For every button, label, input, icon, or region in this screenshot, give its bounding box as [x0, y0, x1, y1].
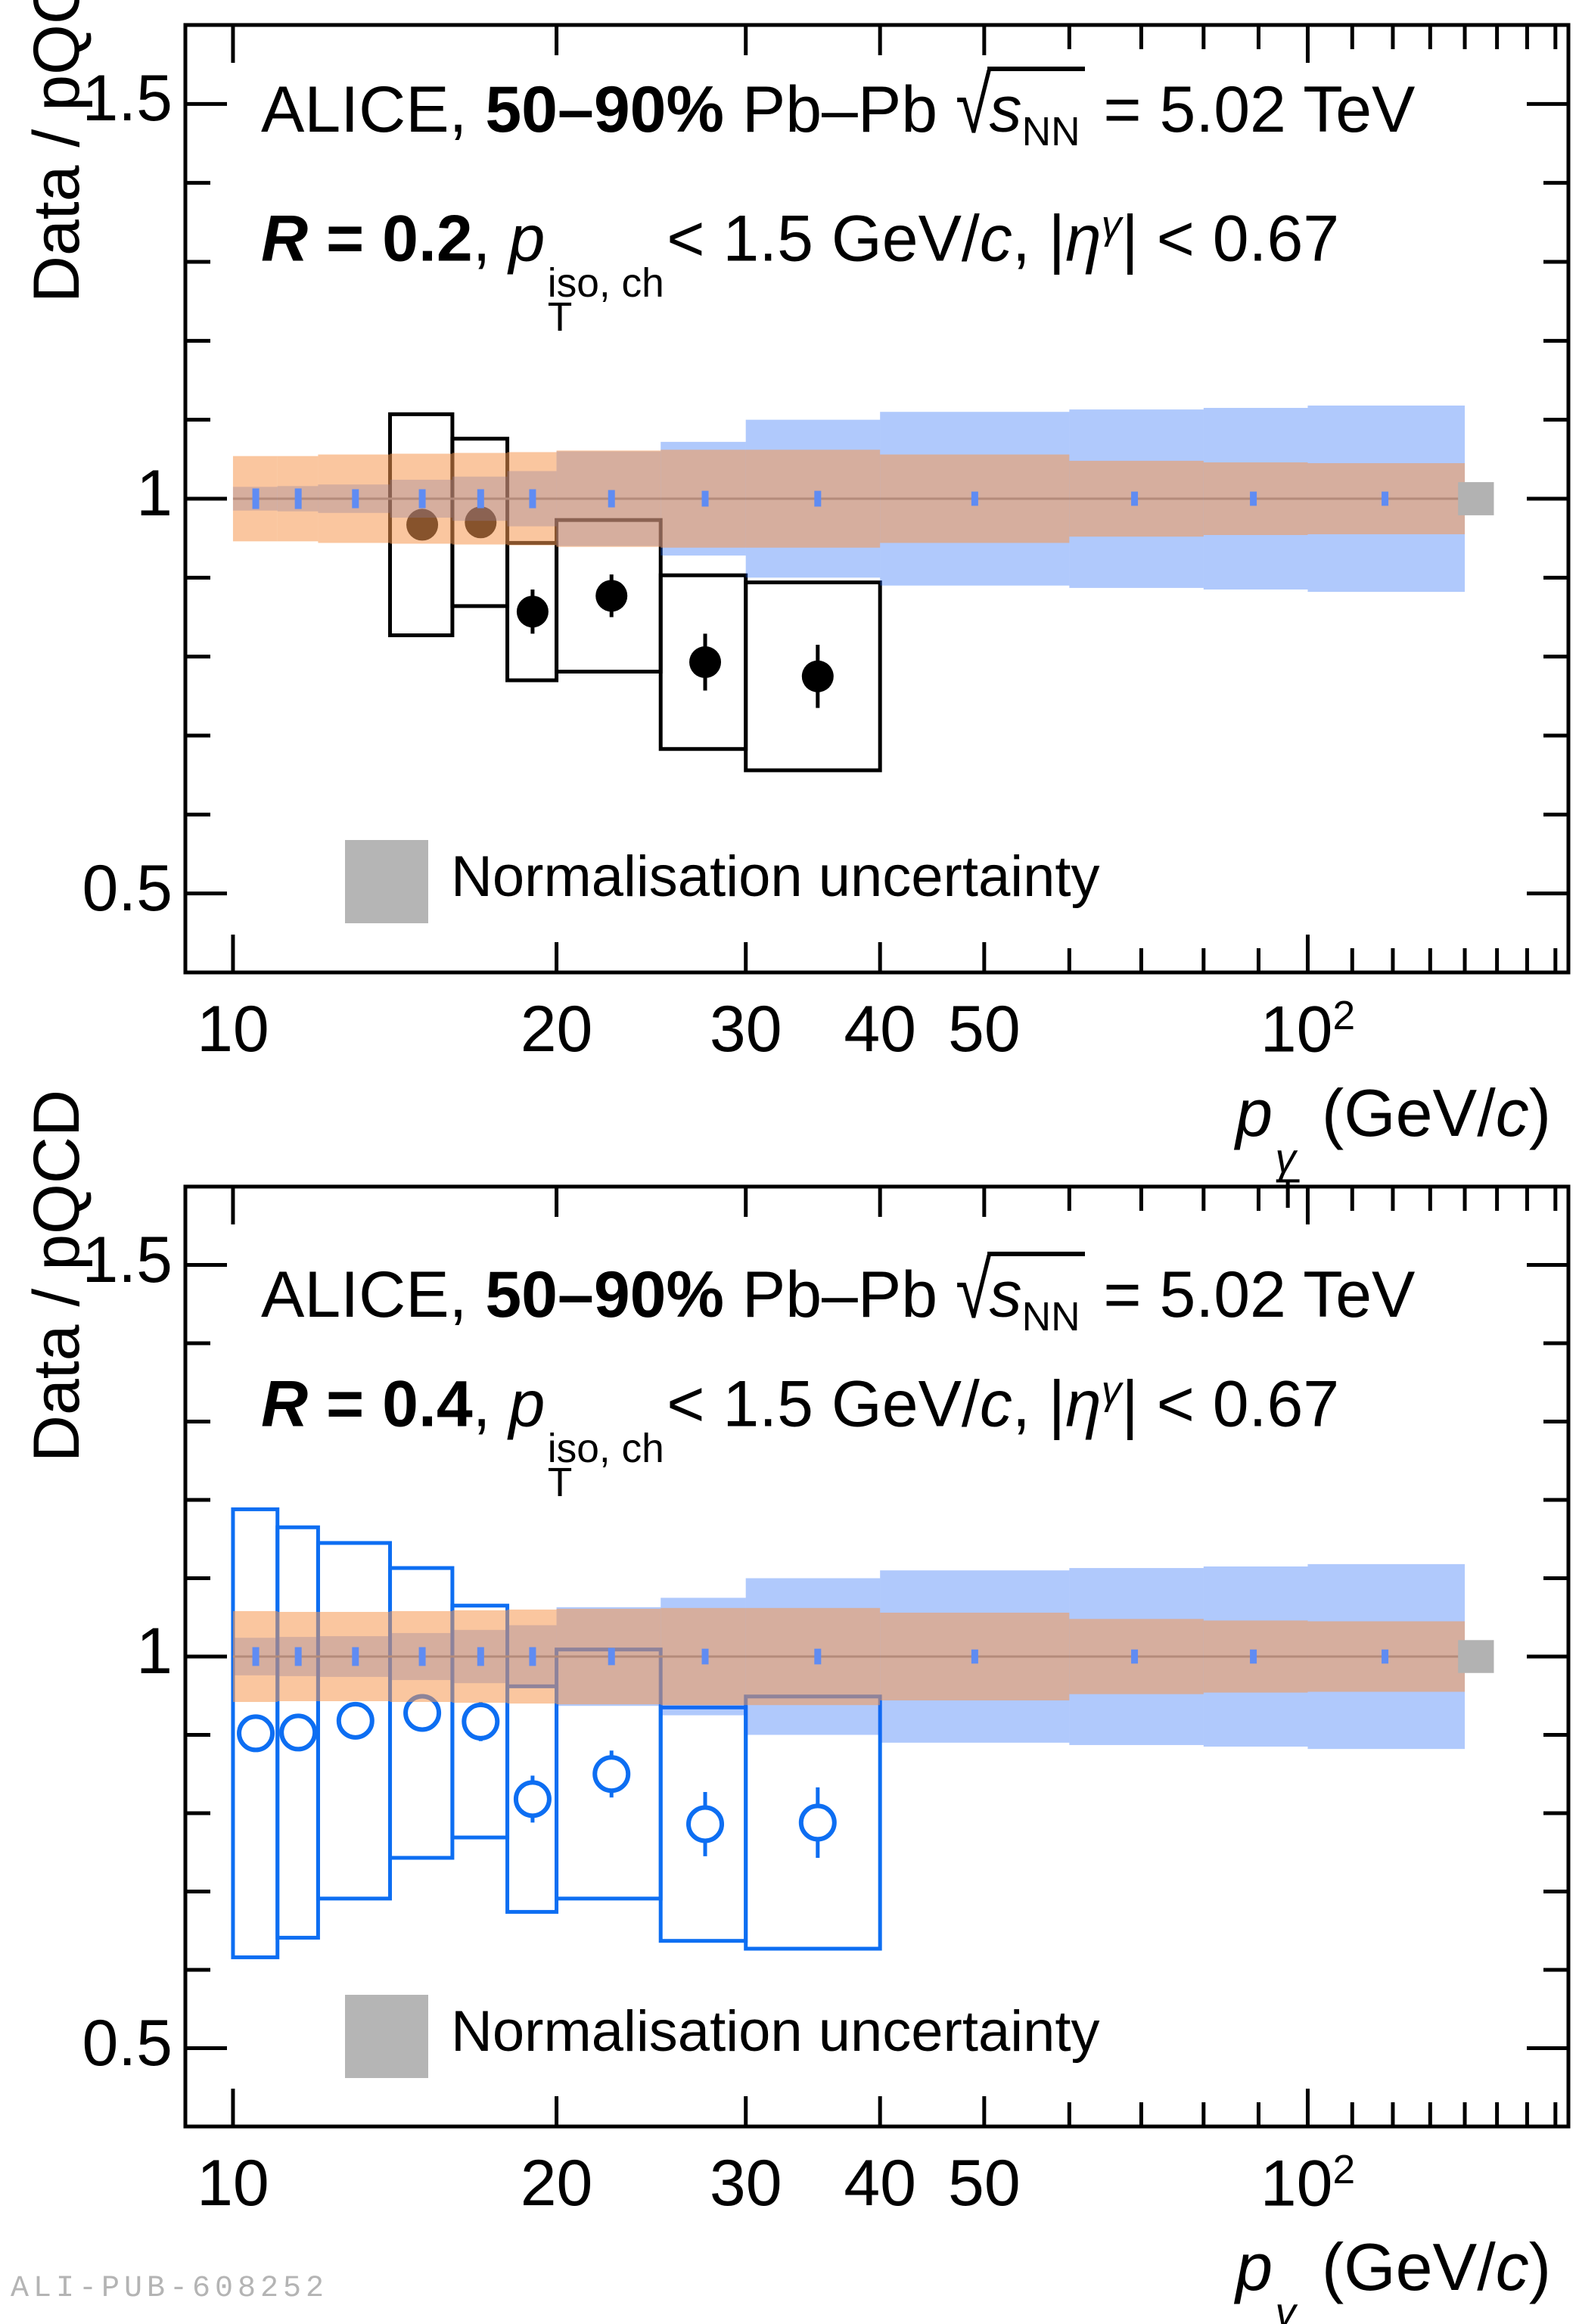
- y-tick-label: 1: [136, 457, 173, 530]
- theory-stat-tick: [294, 488, 302, 509]
- data-point: [513, 1780, 552, 1818]
- legend-label: Normalisation uncertainty: [451, 845, 1100, 910]
- theory-stat-tick: [814, 490, 822, 507]
- theory-stat-tick: [971, 1649, 978, 1664]
- theory-stat-tick: [814, 1648, 822, 1665]
- theory-stat-tick: [701, 490, 709, 507]
- data-point: [336, 1701, 375, 1740]
- theory-stat-tick: [252, 488, 260, 509]
- x-tick-label: 10: [197, 993, 269, 1066]
- theory-stat-tick: [608, 490, 615, 508]
- theory-stat-tick: [418, 489, 426, 509]
- data-point: [462, 1702, 500, 1741]
- x-tick-label: 30: [709, 993, 782, 1066]
- legend-gray-square: [345, 840, 428, 924]
- y-axis-title: Data / pQCD: [20, 0, 93, 303]
- x-tick-label: 102: [1260, 993, 1356, 1066]
- normalisation-box: [1458, 1640, 1494, 1673]
- x-tick-label: 20: [520, 2147, 593, 2220]
- data-point: [279, 1713, 318, 1752]
- x-tick-label: 50: [948, 2147, 1021, 2220]
- y-tick-label: 0.5: [82, 2006, 173, 2080]
- legend-gray-square: [345, 1994, 428, 2078]
- x-tick-label: 10: [197, 2147, 269, 2220]
- theory-stat-tick: [701, 1648, 709, 1665]
- y-tick-label: 0.5: [82, 851, 173, 925]
- x-tick-label: 50: [948, 993, 1021, 1066]
- theory-stat-tick: [252, 1647, 260, 1666]
- y-axis-title: Data / pQCD: [20, 1089, 93, 1463]
- panel-title-line1: ALICE, 50–90% Pb–Pb √sNN = 5.02 TeV: [261, 1246, 1416, 1340]
- panel-title-line2: R = 0.4, p iso, ch T < 1.5 GeV/c, |ηγ| < 0.…: [261, 1367, 1340, 1505]
- x-tick-label: 40: [844, 2147, 917, 2220]
- theory-stat-tick: [1382, 1649, 1389, 1664]
- scale-uncertainty-band: [745, 450, 881, 548]
- y-tick-label: 1.5: [82, 62, 173, 135]
- theory-stat-tick: [1131, 1649, 1139, 1664]
- y-tick-label: 1.5: [82, 1223, 173, 1296]
- syst-box: [744, 580, 882, 773]
- normalisation-box: [1458, 482, 1494, 515]
- x-tick-label: 102: [1260, 2147, 1356, 2220]
- ratio-panel-R02: [183, 23, 1571, 975]
- x-axis-title: pγT (GeV/c): [1236, 2229, 1551, 2324]
- theory-stat-tick: [418, 1647, 426, 1666]
- theory-stat-tick: [1382, 491, 1389, 506]
- theory-stat-tick: [608, 1647, 615, 1666]
- theory-stat-tick: [352, 489, 359, 509]
- theory-stat-tick: [529, 1647, 536, 1666]
- theory-stat-tick: [352, 1647, 359, 1666]
- ratio-panel-R04: [183, 1184, 1571, 2129]
- theory-stat-tick: [477, 1647, 484, 1666]
- data-point: [237, 1714, 275, 1753]
- legend-label: Normalisation uncertainty: [451, 1999, 1100, 2064]
- data-point: [595, 580, 628, 612]
- data-point: [689, 646, 722, 678]
- theory-stat-tick: [1131, 491, 1139, 506]
- x-tick-label: 30: [709, 2147, 782, 2220]
- theory-stat-tick: [971, 491, 978, 506]
- panel-title-line2: R = 0.2, p iso, ch T < 1.5 GeV/c, |ηγ| < 0.…: [261, 202, 1340, 340]
- y-tick-label: 1: [136, 1615, 173, 1688]
- panel-title-line1: ALICE, 50–90% Pb–Pb √sNN = 5.02 TeV: [261, 61, 1416, 155]
- theory-stat-tick: [1250, 1649, 1257, 1664]
- data-point: [592, 1755, 631, 1794]
- data-point: [798, 1803, 837, 1842]
- watermark-text: ALI-PUB-608252: [11, 2272, 329, 2306]
- scale-uncertainty-band: [745, 1607, 881, 1706]
- theory-stat-tick: [294, 1647, 302, 1666]
- data-point: [801, 660, 834, 692]
- theory-stat-tick: [529, 489, 536, 509]
- data-point: [686, 1805, 725, 1843]
- x-tick-label: 40: [844, 993, 917, 1066]
- theory-stat-tick: [1250, 491, 1257, 506]
- data-point: [516, 596, 549, 628]
- x-tick-label: 20: [520, 993, 593, 1066]
- theory-stat-tick: [477, 489, 484, 509]
